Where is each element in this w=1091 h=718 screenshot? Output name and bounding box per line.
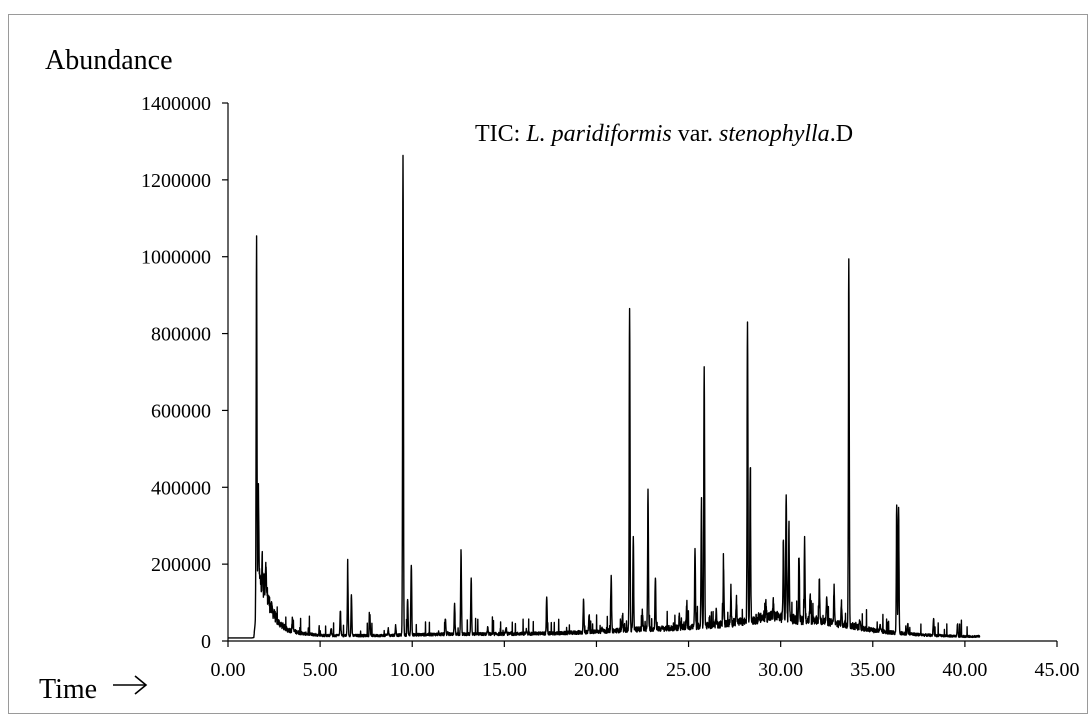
y-tick-label: 800000 xyxy=(151,324,211,346)
trace-annotation-prefix: TIC: xyxy=(475,121,526,147)
y-tick-label: 1400000 xyxy=(141,93,211,115)
x-tick-label: 10.00 xyxy=(390,659,435,681)
tic-trace-line xyxy=(227,154,981,639)
y-tick-label: 1000000 xyxy=(141,247,211,269)
x-tick-label: 20.00 xyxy=(574,659,619,681)
x-ticks: 0.00 5.00 10.00 15.00 20.00 25.00 30.00 35.00 40… xyxy=(211,641,1080,681)
x-tick-label: 5.00 xyxy=(303,659,338,681)
y-tick-label: 1200000 xyxy=(141,170,211,192)
x-tick-label: 45.00 xyxy=(1035,659,1080,681)
trace-annotation-var: var. xyxy=(672,121,719,147)
chromatogram-chart: Abundance Time TIC: L. paridiformis var.… xyxy=(39,45,1080,705)
y-tick-label: 600000 xyxy=(151,400,211,422)
x-tick-label: 35.00 xyxy=(850,659,895,681)
trace-annotation-suffix: .D xyxy=(830,121,853,147)
trace-annotation-variety: stenophylla xyxy=(719,121,830,147)
x-tick-label: 0.00 xyxy=(211,659,246,681)
trace-annotation: TIC: L. paridiformis var. stenophylla.D xyxy=(475,121,853,147)
x-axis-title: Time xyxy=(39,674,97,705)
x-tick-label: 40.00 xyxy=(942,659,987,681)
x-tick-label: 30.00 xyxy=(758,659,803,681)
trace-annotation-genus: L. paridiformis xyxy=(525,121,671,147)
x-tick-label: 15.00 xyxy=(482,659,527,681)
y-axis-title: Abundance xyxy=(45,45,173,76)
y-tick-label: 400000 xyxy=(151,477,211,499)
y-tick-label: 200000 xyxy=(151,554,211,576)
x-tick-label: 25.00 xyxy=(666,659,711,681)
y-tick-label: 0 xyxy=(201,631,211,653)
time-arrow-icon xyxy=(113,675,148,695)
chart-frame: Abundance Time TIC: L. paridiformis var.… xyxy=(8,14,1088,714)
y-ticks: 0 200000 400000 600000 800000 1000000 1200000 1… xyxy=(141,93,228,653)
